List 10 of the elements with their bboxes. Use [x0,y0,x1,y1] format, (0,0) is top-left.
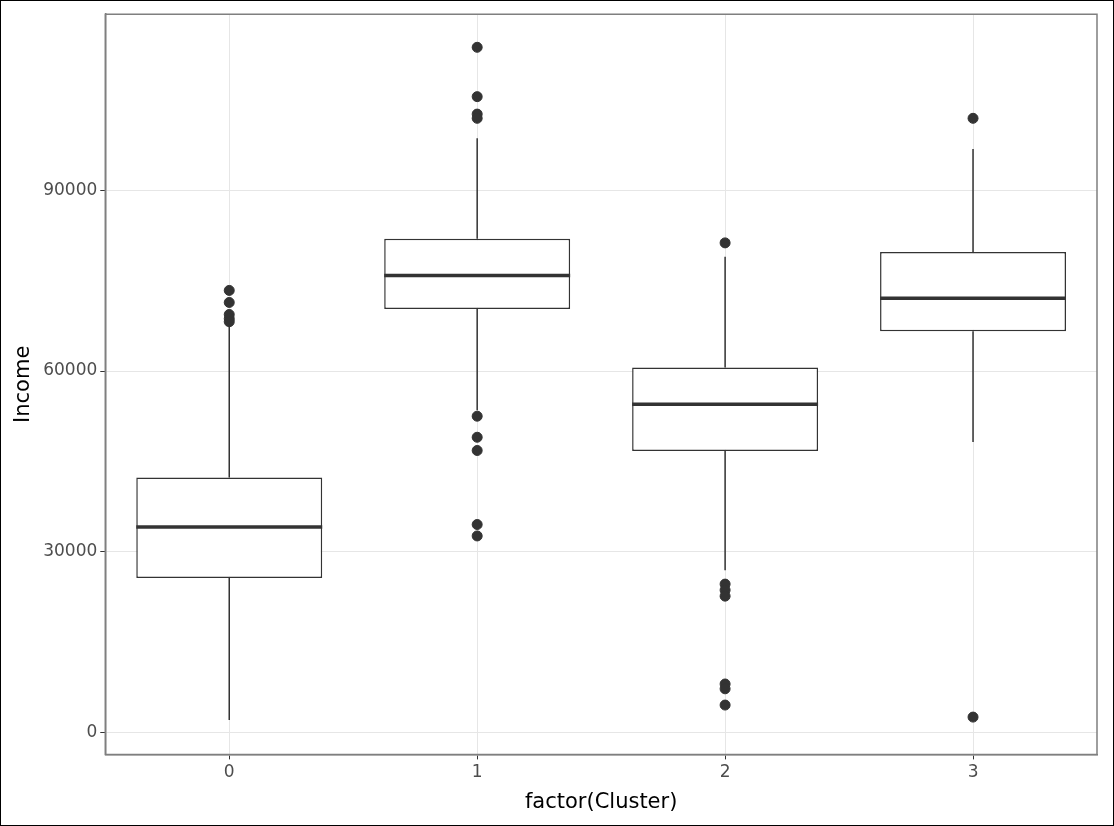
x-tick-label: 2 [719,761,731,782]
y-axis-title: Income [10,345,35,423]
y-tick-label: 0 [86,720,98,741]
x-tick-label: 3 [967,761,979,782]
y-tick-label: 30000 [43,540,98,561]
y-tick-label: 90000 [43,178,98,199]
x-tick-label: 1 [471,761,483,782]
y-tick-label: 60000 [43,359,98,380]
x-tick-label: 0 [223,761,235,782]
x-axis-title: factor(Cluster) [524,788,678,813]
